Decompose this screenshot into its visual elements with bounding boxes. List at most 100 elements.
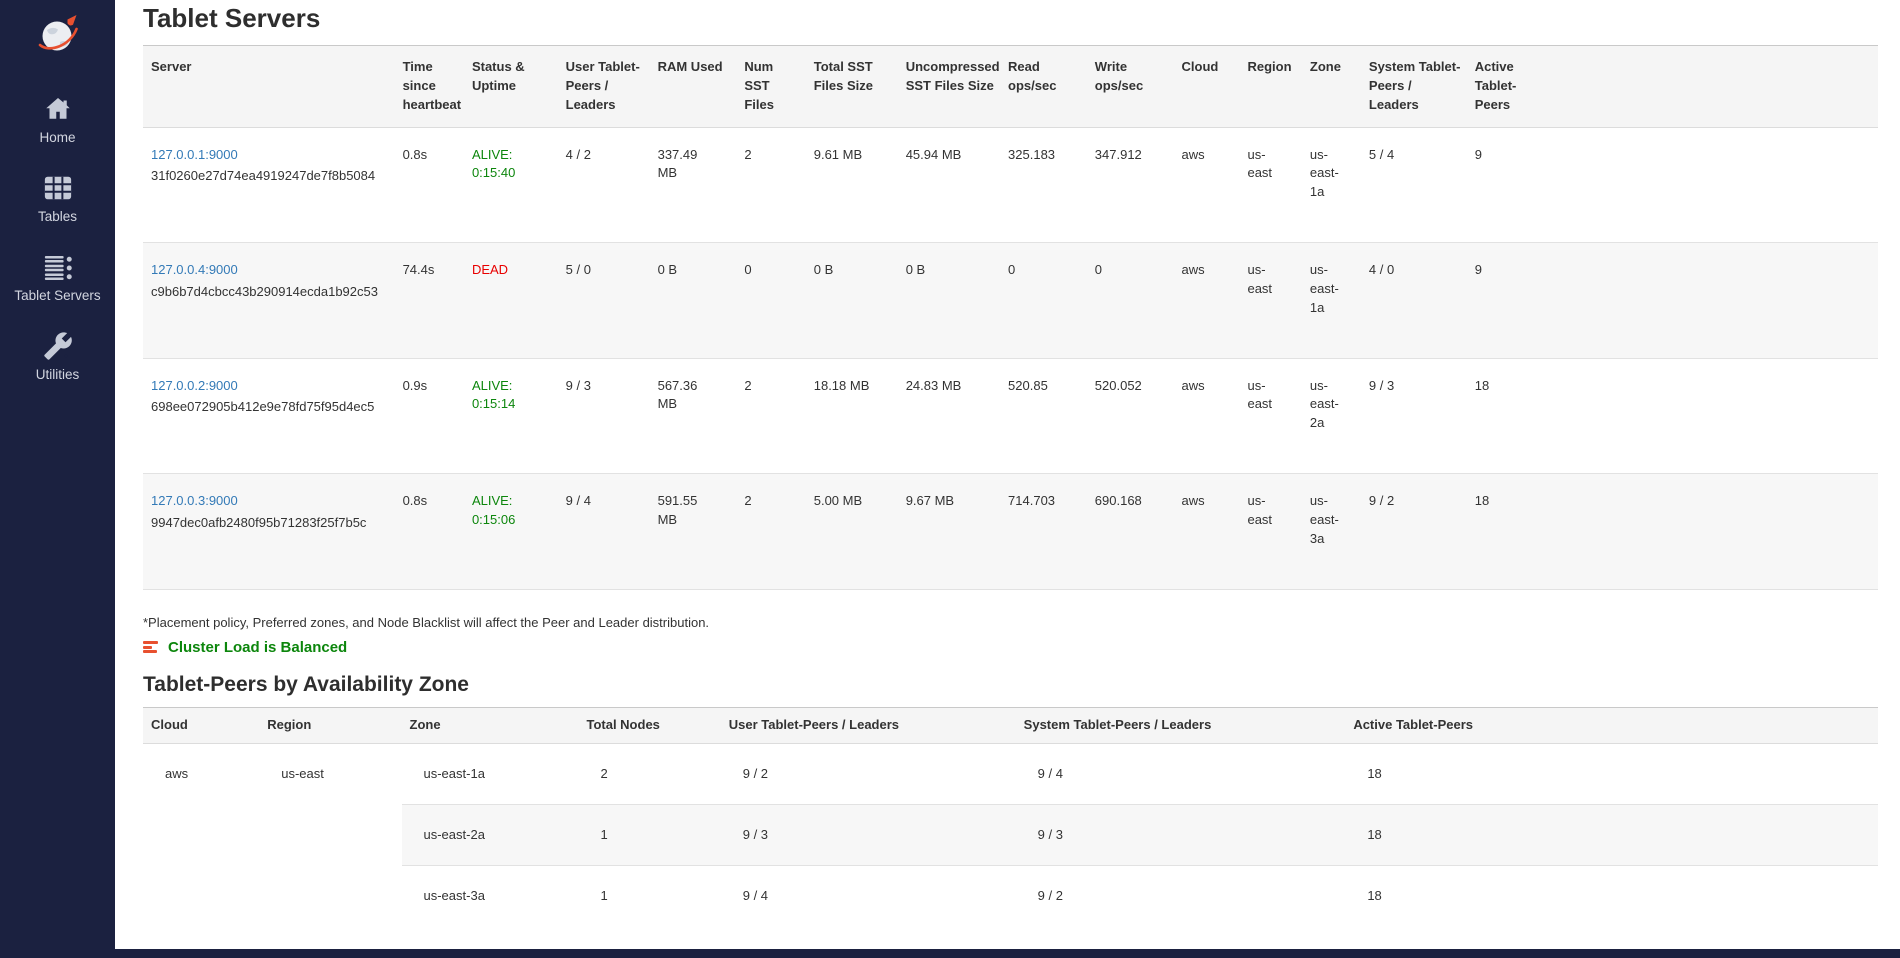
tablet-servers-icon bbox=[41, 252, 75, 284]
servers-column-header-num_sst: Num SST Files bbox=[736, 45, 806, 128]
sidebar-nav: Home Tables bbox=[0, 94, 115, 410]
server-status: ALIVE: bbox=[471, 146, 513, 162]
yugabyte-logo[interactable] bbox=[34, 10, 82, 58]
sidebar-item-tablet-servers[interactable]: Tablet Servers bbox=[0, 252, 115, 331]
server-cell-status: DEAD bbox=[463, 242, 558, 359]
servers-column-header-zone: Zone bbox=[1301, 45, 1361, 128]
server-cell-user_peers: 9 / 3 bbox=[557, 357, 650, 474]
servers-column-header-status: Status & Uptime bbox=[463, 45, 558, 128]
server-cell-user_peers: 4 / 2 bbox=[565, 146, 591, 162]
server-address-link[interactable]: 127.0.0.4:9000 bbox=[151, 262, 238, 278]
az-column-header-system_peers: System Tablet-Peers / Leaders bbox=[1015, 706, 1346, 744]
az-cell-active_peers: 18 bbox=[1345, 864, 1878, 927]
cluster-load-status-row: Cluster Load is Balanced bbox=[143, 639, 1878, 656]
server-cell-read_ops: 0 bbox=[1000, 242, 1087, 359]
server-cell-system_peers: 4 / 0 bbox=[1360, 242, 1467, 359]
server-cell-zone: us-east-2a bbox=[1301, 357, 1361, 474]
servers-column-header-system_peers: System Tablet-Peers / Leaders bbox=[1360, 45, 1467, 128]
server-cell-ram: 567.36 MB bbox=[649, 357, 737, 474]
tablet-servers-table-body: 127.0.0.1:9000 31f0260e27d74ea4919247de7f… bbox=[143, 127, 1878, 590]
sidebar-item-label: Tables bbox=[37, 209, 78, 224]
server-cell-read_ops: 325.183 bbox=[1008, 146, 1056, 162]
server-status: ALIVE: bbox=[471, 377, 513, 393]
az-cell-zone: us-east-2a bbox=[401, 803, 579, 866]
az-cell-system_peers: 9 / 2 bbox=[1015, 864, 1346, 927]
server-row: 127.0.0.3:9000 9947dec0afb2480f95b71283f2… bbox=[143, 473, 1878, 590]
az-table-header: Cloud Region Zone Total Nodes User Tablet-Pe… bbox=[143, 706, 1878, 744]
server-cell-uncompressed_sst: 0 B bbox=[897, 242, 1001, 359]
placement-policy-footnote: *Placement policy, Preferred zones, and … bbox=[143, 614, 710, 630]
az-cell-user_peers: 9 / 3 bbox=[720, 803, 1016, 866]
server-cell-zone: us-east-1a bbox=[1301, 242, 1361, 359]
server-cell-active_peers: 18 bbox=[1466, 357, 1537, 474]
server-cell-uncompressed_sst: 45.94 MB bbox=[905, 146, 962, 162]
load-balancer-icon bbox=[143, 641, 158, 654]
server-cell-system_peers: 9 / 2 bbox=[1360, 473, 1467, 590]
server-cell-total_sst: 18.18 MB bbox=[805, 357, 898, 474]
server-row: 127.0.0.4:9000 c9b6b7d4cbcc43b290914ecda1… bbox=[143, 242, 1878, 359]
sidebar-item-utilities[interactable]: Utilities bbox=[0, 331, 115, 410]
server-cell-user_peers: 9 / 4 bbox=[557, 473, 650, 590]
server-row: 127.0.0.1:9000 31f0260e27d74ea4919247de7f… bbox=[143, 127, 1878, 243]
server-cell-cloud: aws bbox=[1173, 473, 1240, 590]
az-column-header-zone: Zone bbox=[401, 706, 579, 744]
server-cell-read_ops: 714.703 bbox=[1000, 473, 1087, 590]
server-cell-status: ALIVE: 0:15:06 bbox=[463, 473, 558, 590]
sidebar-item-label: Utilities bbox=[35, 367, 80, 382]
server-cell-status: ALIVE: 0:15:14 bbox=[463, 357, 558, 474]
footer-bar bbox=[0, 949, 1900, 958]
sidebar: Home Tables bbox=[0, 0, 115, 958]
az-cell-region: us-east bbox=[259, 743, 402, 927]
servers-column-header-write_ops: Write ops/sec bbox=[1086, 45, 1174, 128]
server-uptime: 0:15:14 bbox=[471, 396, 516, 412]
servers-column-header-total_sst: Total SST Files Size bbox=[805, 45, 898, 128]
server-cell-user_peers: 5 / 0 bbox=[557, 242, 650, 359]
servers-column-header-server: Server bbox=[143, 45, 395, 128]
server-cell-active_peers: 9 bbox=[1466, 242, 1537, 359]
server-cell-uncompressed_sst: 24.83 MB bbox=[897, 357, 1001, 474]
tablet-peers-by-az-table: Cloud Region Zone Total Nodes User Tablet-Pe… bbox=[143, 706, 1878, 927]
server-cell-total_sst: 5.00 MB bbox=[805, 473, 898, 590]
server-address-link[interactable]: 127.0.0.3:9000 bbox=[151, 493, 238, 509]
az-column-header-active_peers: Active Tablet-Peers bbox=[1345, 706, 1878, 744]
utilities-wrench-icon bbox=[42, 331, 74, 363]
cluster-load-status: Cluster Load is Balanced bbox=[168, 638, 348, 656]
header-filler-cell bbox=[1536, 45, 1878, 128]
server-cell-num_sst: 2 bbox=[736, 473, 806, 590]
server-cell-cloud: aws bbox=[1181, 146, 1205, 162]
server-cell-heartbeat: 74.4s bbox=[394, 242, 464, 359]
server-uuid: 31f0260e27d74ea4919247de7f8b5084 bbox=[151, 168, 376, 184]
servers-column-header-cloud: Cloud bbox=[1173, 45, 1240, 128]
server-cell-region: us-east bbox=[1239, 242, 1302, 359]
filler-cell bbox=[1536, 127, 1878, 243]
server-cell-heartbeat: 0.8s bbox=[402, 146, 428, 162]
sidebar-item-tables[interactable]: Tables bbox=[0, 173, 115, 252]
servers-column-header-active_peers: Active Tablet-Peers bbox=[1466, 45, 1537, 128]
server-cell-write_ops: 0 bbox=[1086, 242, 1174, 359]
az-cell-user_peers: 9 / 4 bbox=[720, 864, 1016, 927]
server-cell-write_ops: 690.168 bbox=[1086, 473, 1174, 590]
servers-column-header-uncompressed_sst: Uncompressed SST Files Size bbox=[897, 45, 1001, 128]
server-cell-cloud: aws bbox=[1173, 242, 1240, 359]
az-cell-user_peers: 9 / 2 bbox=[720, 743, 1016, 805]
az-cell-total_nodes: 1 bbox=[578, 803, 721, 866]
tablet-servers-table: Server Time since heartbeat Status & Uptim… bbox=[143, 45, 1878, 590]
server-address-link[interactable]: 127.0.0.1:9000 bbox=[151, 146, 238, 162]
server-cell-uncompressed_sst: 9.67 MB bbox=[897, 473, 1001, 590]
server-cell-num_sst: 2 bbox=[744, 146, 752, 162]
server-cell-total_sst: 0 B bbox=[805, 242, 898, 359]
sidebar-item-home[interactable]: Home bbox=[0, 94, 115, 173]
tables-icon bbox=[42, 173, 74, 205]
server-cell-ram: 0 B bbox=[649, 242, 737, 359]
server-cell-active_peers: 18 bbox=[1466, 473, 1537, 590]
servers-column-header-ram: RAM Used bbox=[649, 45, 737, 128]
az-column-header-region: Region bbox=[259, 706, 402, 744]
server-cell-ram: 591.55 MB bbox=[649, 473, 737, 590]
server-address-link[interactable]: 127.0.0.2:9000 bbox=[151, 377, 238, 393]
server-cell-server: 127.0.0.4:9000 c9b6b7d4cbcc43b290914ecda1… bbox=[143, 242, 395, 359]
server-cell-write_ops: 347.912 bbox=[1094, 146, 1142, 162]
az-cell-active_peers: 18 bbox=[1345, 803, 1878, 866]
servers-column-header-heartbeat: Time since heartbeat bbox=[394, 45, 464, 128]
